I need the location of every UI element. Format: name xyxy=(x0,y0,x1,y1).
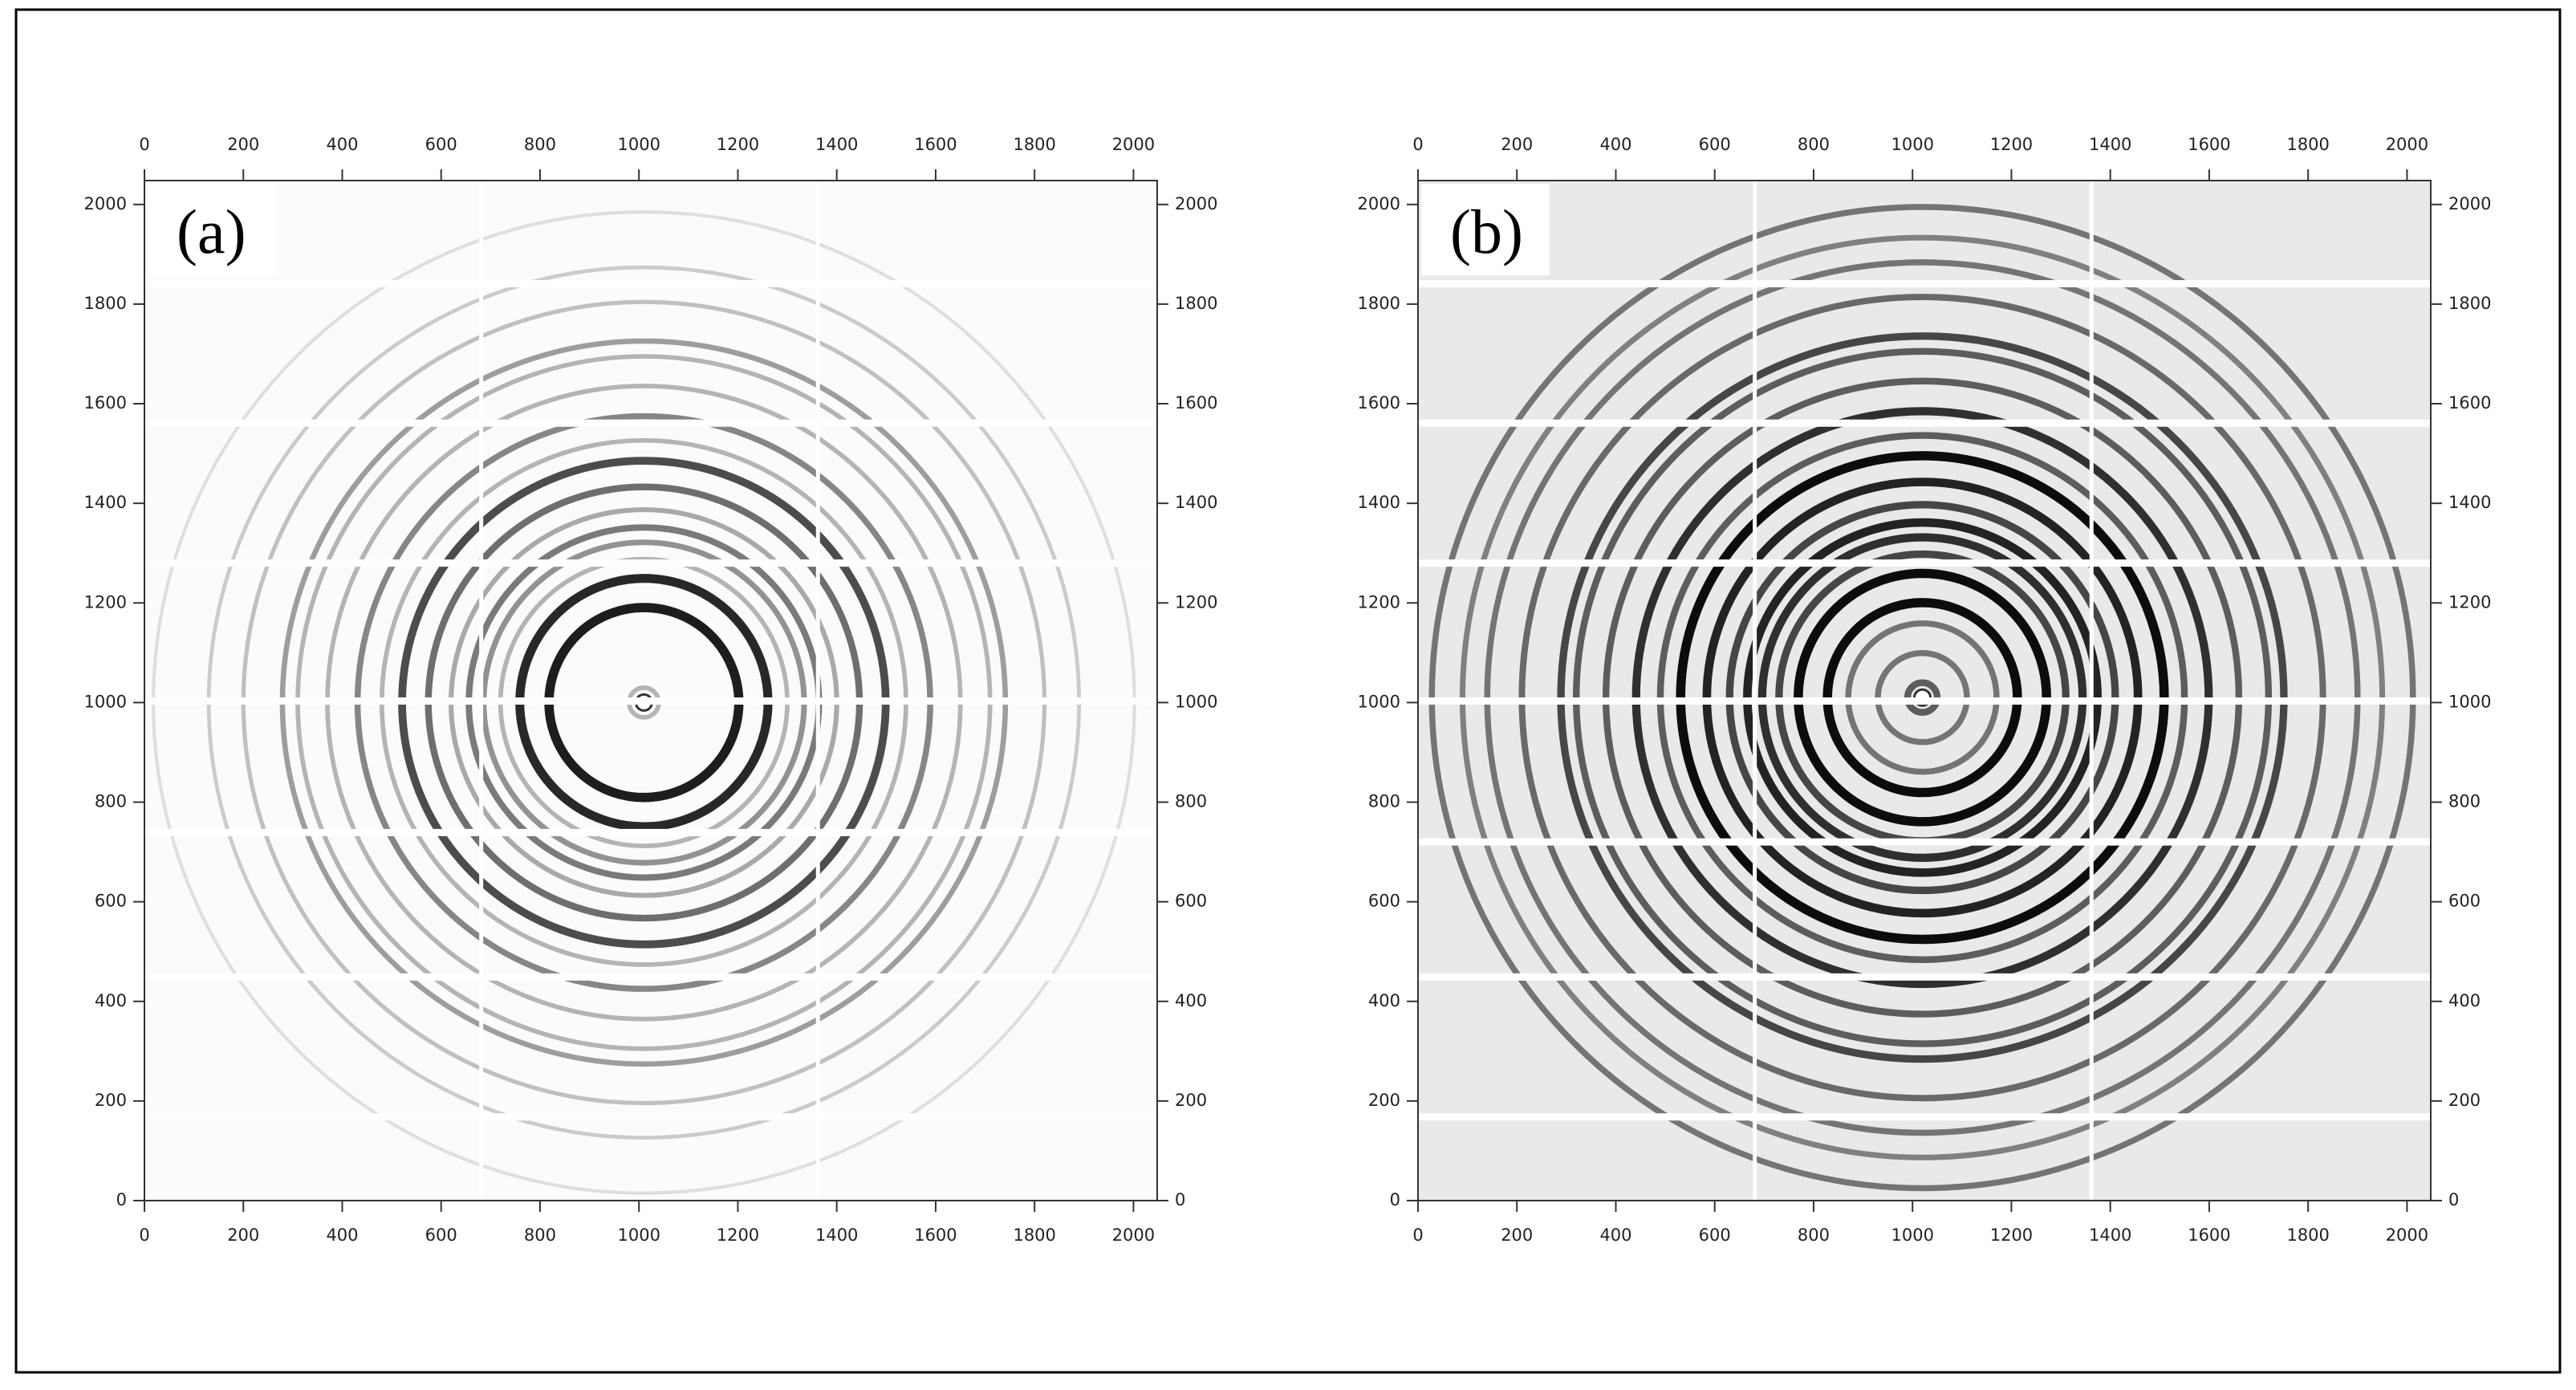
x-tick-label: 400 xyxy=(1599,135,1631,154)
x-tick-label: 2000 xyxy=(1112,135,1155,154)
x-tick-label: 1000 xyxy=(617,135,660,154)
label-box xyxy=(148,184,276,275)
y-tick-label: 2000 xyxy=(1175,194,1217,213)
y-tick-label: 1400 xyxy=(84,493,127,512)
y-tick-label: 800 xyxy=(95,792,127,811)
y-tick-label: 800 xyxy=(2448,792,2481,811)
y-tick-label: 1400 xyxy=(1175,493,1217,512)
x-tick-label: 2000 xyxy=(2386,135,2428,154)
x-tick-label: 0 xyxy=(139,135,149,154)
x-tick-label: 1400 xyxy=(815,1225,858,1245)
x-tick-label: 2000 xyxy=(1112,1225,1155,1245)
y-tick-label: 800 xyxy=(1175,792,1207,811)
y-tick-label: 1600 xyxy=(84,393,127,413)
x-tick-label: 600 xyxy=(1699,1225,1731,1245)
y-tick-label: 1200 xyxy=(1358,592,1400,612)
x-tick-label: 0 xyxy=(1412,135,1423,154)
x-tick-label: 200 xyxy=(1501,1225,1533,1245)
plot-frame xyxy=(144,180,1158,1201)
y-tick-label: 1800 xyxy=(1358,294,1400,313)
x-tick-label: 1200 xyxy=(1990,1225,2033,1245)
x-tick-label: 600 xyxy=(425,1225,457,1245)
y-tick-label: 1000 xyxy=(84,692,127,711)
y-tick-label: 400 xyxy=(1368,991,1400,1010)
x-tick-label: 200 xyxy=(1501,135,1533,154)
x-tick-label: 1000 xyxy=(1891,135,1933,154)
x-tick-label: 2000 xyxy=(2386,1225,2428,1245)
plot-frame xyxy=(1417,180,2432,1201)
detector-image xyxy=(144,181,1157,1201)
y-tick-label: 1000 xyxy=(1175,692,1217,711)
x-tick-label: 1400 xyxy=(815,135,858,154)
x-tick-label: 800 xyxy=(1798,1225,1830,1245)
x-tick-label: 600 xyxy=(425,135,457,154)
image-background xyxy=(144,181,1157,1201)
y-tick-label: 1800 xyxy=(2448,294,2491,313)
x-tick-label: 1800 xyxy=(2286,135,2329,154)
label-box xyxy=(1421,184,1550,275)
y-tick-label: 600 xyxy=(2448,892,2481,911)
y-tick-label: 2000 xyxy=(84,194,127,213)
x-tick-label: 1600 xyxy=(2188,1225,2230,1245)
x-tick-label: 1400 xyxy=(2089,135,2131,154)
x-tick-label: 200 xyxy=(227,1225,259,1245)
x-tick-label: 1600 xyxy=(914,135,957,154)
x-tick-label: 400 xyxy=(326,1225,358,1245)
y-tick-label: 1200 xyxy=(2448,592,2491,612)
y-tick-label: 2000 xyxy=(2448,194,2491,213)
x-tick-label: 200 xyxy=(227,135,259,154)
x-tick-label: 1600 xyxy=(2188,135,2230,154)
x-tick-label: 0 xyxy=(139,1225,149,1245)
y-tick-label: 1600 xyxy=(1358,393,1400,413)
x-tick-label: 1800 xyxy=(2286,1225,2329,1245)
y-tick-label: 200 xyxy=(1175,1091,1207,1110)
y-tick-label: 600 xyxy=(1368,892,1400,911)
y-tick-label: 1000 xyxy=(2448,692,2491,711)
y-tick-label: 400 xyxy=(95,991,127,1010)
x-tick-label: 600 xyxy=(1699,135,1731,154)
y-tick-label: 0 xyxy=(2448,1190,2459,1209)
panel-label: (b) xyxy=(1450,197,1523,266)
x-tick-label: 800 xyxy=(524,1225,556,1245)
x-tick-label: 1800 xyxy=(1013,1225,1055,1245)
x-tick-label: 1200 xyxy=(717,1225,759,1245)
y-tick-label: 400 xyxy=(2448,991,2481,1010)
x-tick-label: 400 xyxy=(326,135,358,154)
y-tick-label: 800 xyxy=(1368,792,1400,811)
x-tick-label: 800 xyxy=(524,135,556,154)
y-tick-label: 0 xyxy=(1390,1190,1400,1209)
y-tick-label: 200 xyxy=(1368,1091,1400,1110)
y-tick-label: 1800 xyxy=(1175,294,1217,313)
y-tick-label: 0 xyxy=(116,1190,127,1209)
y-tick-label: 1200 xyxy=(84,592,127,612)
x-tick-label: 1600 xyxy=(914,1225,957,1245)
x-tick-label: 1000 xyxy=(1891,1225,1933,1245)
x-tick-label: 1200 xyxy=(1990,135,2033,154)
y-tick-label: 200 xyxy=(2448,1091,2481,1110)
x-tick-label: 1200 xyxy=(717,135,759,154)
y-tick-label: 1600 xyxy=(1175,393,1217,413)
panel-label: (a) xyxy=(177,197,246,266)
x-tick-label: 1000 xyxy=(617,1225,660,1245)
detector-image xyxy=(1418,181,2431,1201)
y-tick-label: 1400 xyxy=(1358,493,1400,512)
x-tick-label: 800 xyxy=(1798,135,1830,154)
y-tick-label: 2000 xyxy=(1358,194,1400,213)
y-tick-label: 1200 xyxy=(1175,592,1217,612)
y-tick-label: 400 xyxy=(1175,991,1207,1010)
x-tick-label: 1800 xyxy=(1013,135,1055,154)
x-tick-label: 400 xyxy=(1599,1225,1631,1245)
y-tick-label: 1800 xyxy=(84,294,127,313)
y-tick-label: 0 xyxy=(1175,1190,1185,1209)
y-tick-label: 1400 xyxy=(2448,493,2491,512)
y-tick-label: 200 xyxy=(95,1091,127,1110)
y-tick-label: 1000 xyxy=(1358,692,1400,711)
y-tick-label: 600 xyxy=(1175,892,1207,911)
y-tick-label: 1600 xyxy=(2448,393,2491,413)
x-tick-label: 0 xyxy=(1412,1225,1423,1245)
y-tick-label: 600 xyxy=(95,892,127,911)
x-tick-label: 1400 xyxy=(2089,1225,2131,1245)
